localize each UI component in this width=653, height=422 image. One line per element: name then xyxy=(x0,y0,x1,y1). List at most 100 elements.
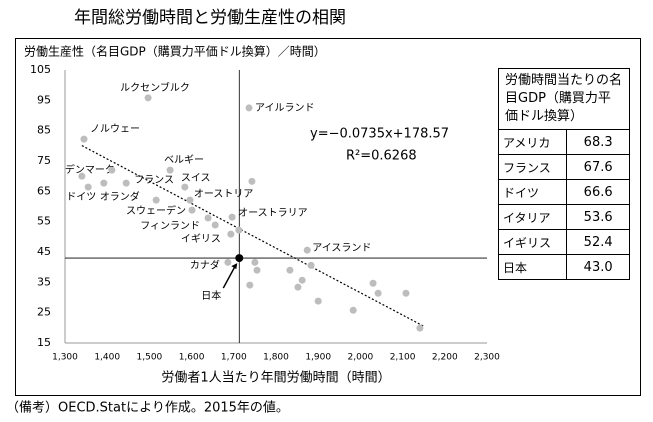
chart-title: 年間総労働時間と労働生産性の相関 xyxy=(74,8,346,28)
x-tick-label: 1,500 xyxy=(137,353,163,363)
trend-r2: R²=0.6268 xyxy=(346,149,417,164)
point-label: ベルギー xyxy=(164,154,204,166)
point xyxy=(374,289,382,297)
value-cell: 52.4 xyxy=(566,229,630,255)
chart-frame xyxy=(15,38,641,396)
point-label: オーストリア xyxy=(194,188,254,200)
point xyxy=(78,172,86,180)
point xyxy=(245,104,253,112)
y-tick-label: 35 xyxy=(37,275,51,288)
table-row: イタリア 53.6 xyxy=(497,204,630,230)
y-tick-label: 55 xyxy=(37,215,51,228)
x-axis-label: 労働者1人当たり年間労働時間（時間） xyxy=(161,371,390,386)
point xyxy=(235,226,243,234)
country-cell: イギリス xyxy=(497,229,568,255)
point-label: カナダ xyxy=(190,258,220,271)
trend-equation: y=−0.0735x+178.57 xyxy=(310,127,449,142)
point xyxy=(166,166,174,174)
point xyxy=(228,213,236,221)
y-tick-label: 95 xyxy=(37,93,51,106)
point xyxy=(294,283,302,291)
point-label: ルクセンブルク xyxy=(120,81,190,94)
note: （備考）OECD.Statにより作成。2015年の値。 xyxy=(6,400,289,416)
point xyxy=(108,166,116,174)
table-row: 日本 43.0 xyxy=(497,254,630,280)
annotation-arrow xyxy=(222,263,237,289)
point xyxy=(349,306,357,314)
point xyxy=(181,183,189,191)
point-label: ドイツ xyxy=(66,192,96,203)
data-table: 労働時間当たりの名目GDP（購買力平価ドル換算） アメリカ 68.3 フランス 67.… xyxy=(497,68,630,280)
point xyxy=(188,206,196,214)
point xyxy=(307,261,315,269)
x-tick-label: 1,700 xyxy=(221,353,247,363)
point-label: 日本 xyxy=(201,289,221,302)
value-cell: 43.0 xyxy=(566,254,630,280)
value-cell: 67.6 xyxy=(566,154,630,180)
point xyxy=(144,94,152,102)
point xyxy=(152,196,160,204)
point-label: フィンランド xyxy=(140,220,200,232)
x-tick-label: 1,400 xyxy=(94,353,120,363)
y-tick-label: 105 xyxy=(30,63,51,76)
trend-line xyxy=(81,145,424,327)
point-label: スウェーデン xyxy=(126,204,186,217)
x-tick-label: 2,000 xyxy=(348,353,374,363)
point xyxy=(251,258,259,266)
y-tick-label: 25 xyxy=(37,306,51,319)
value-cell: 68.3 xyxy=(566,129,630,155)
y-tick-label: 15 xyxy=(37,336,51,349)
x-tick-label: 2,100 xyxy=(390,353,416,363)
point-label: スイス xyxy=(181,173,211,184)
point-label: アイスランド xyxy=(312,242,371,254)
point xyxy=(84,183,92,191)
x-tick-label: 2,300 xyxy=(474,353,500,363)
country-cell: アメリカ xyxy=(497,129,568,155)
point-label: デンマーク xyxy=(65,163,115,176)
point xyxy=(253,266,261,274)
point-label: フランス xyxy=(134,174,174,186)
point-label: オランダ xyxy=(100,190,140,203)
point xyxy=(416,324,424,332)
point xyxy=(402,289,410,297)
table-row: イギリス 52.4 xyxy=(497,229,630,255)
country-cell: ドイツ xyxy=(497,179,568,205)
point xyxy=(286,266,294,274)
table-title: 労働時間当たりの名目GDP（購買力平価ドル換算） xyxy=(498,68,630,130)
value-cell: 66.6 xyxy=(566,179,630,205)
table-row: フランス 67.6 xyxy=(497,154,630,180)
y-tick-label: 65 xyxy=(37,184,51,197)
country-cell: イタリア xyxy=(497,204,568,230)
arrow-head xyxy=(231,263,238,270)
point xyxy=(369,279,377,287)
table-row: アメリカ 68.3 xyxy=(497,129,630,155)
point-label: アイルランド xyxy=(255,102,315,114)
point xyxy=(246,281,254,289)
highlight-point xyxy=(235,254,244,263)
point xyxy=(211,221,219,229)
point xyxy=(100,179,108,187)
point xyxy=(298,276,306,284)
point-label: イギリス xyxy=(181,233,221,245)
point xyxy=(186,196,194,204)
y-axis-label: 労働生産性（名目GDP（購買力平価ドル換算）／時間） xyxy=(24,44,326,59)
y-tick-label: 45 xyxy=(37,245,51,258)
point xyxy=(314,297,322,305)
country-cell: フランス xyxy=(497,154,568,180)
point xyxy=(80,135,88,143)
point xyxy=(303,246,311,254)
y-tick-label: 75 xyxy=(37,154,51,167)
point xyxy=(122,179,130,187)
x-tick-label: 1,800 xyxy=(263,353,289,363)
country-cell: 日本 xyxy=(497,254,568,280)
value-cell: 53.6 xyxy=(566,204,630,230)
point-label: オーストラリア xyxy=(238,207,308,219)
y-tick-label: 85 xyxy=(37,124,51,137)
point xyxy=(248,177,256,185)
x-tick-label: 1,900 xyxy=(305,353,331,363)
table-row: ドイツ 66.6 xyxy=(497,179,630,205)
point xyxy=(224,258,232,266)
point xyxy=(227,230,235,238)
